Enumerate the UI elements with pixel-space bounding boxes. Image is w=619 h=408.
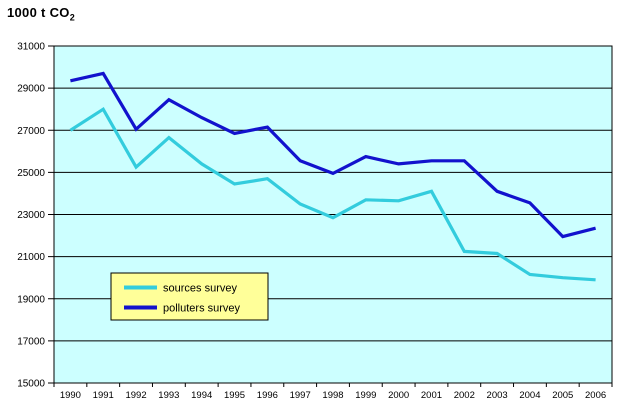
- series-line-polluters-survey: [70, 71, 596, 239]
- legend-item: sources survey: [124, 283, 237, 295]
- y-axis-label: 21000: [17, 252, 45, 263]
- x-axis-label: 1995: [224, 390, 245, 401]
- x-axis-label: 1997: [290, 390, 311, 401]
- x-axis-label: 2001: [421, 390, 442, 401]
- x-axis-label: 1990: [60, 390, 81, 401]
- y-axis-label: 19000: [17, 294, 45, 305]
- x-axis-label: 2003: [487, 390, 508, 401]
- series-line-sources-survey: [69, 106, 596, 282]
- x-axis-label: 2000: [388, 390, 409, 401]
- x-axis-label: 2005: [552, 390, 573, 401]
- x-axis-label: 1991: [93, 390, 114, 401]
- y-axis-label: 29000: [17, 84, 45, 95]
- legend: sources survey polluters survey: [110, 272, 269, 321]
- x-axis-label: 1993: [158, 390, 179, 401]
- legend-box: [110, 272, 269, 321]
- x-axis-label: 1994: [191, 390, 212, 401]
- y-axis-label: 31000: [17, 42, 45, 53]
- legend-item: polluters survey: [124, 303, 241, 315]
- y-axis-label: 25000: [17, 168, 45, 179]
- legend-label: sources survey: [163, 283, 237, 295]
- y-axis-label: 15000: [17, 379, 45, 390]
- y-axis-label: 23000: [17, 210, 45, 221]
- x-axis-label: 1998: [322, 390, 343, 401]
- x-axis-label: 2006: [585, 390, 606, 401]
- x-axis-label: 1999: [355, 390, 376, 401]
- chart-title-main: 1000 t CO: [7, 5, 70, 20]
- y-axis: 15000 17000 19000 21000 23000 25000 27000 29000…: [17, 42, 54, 390]
- x-axis-label: 2002: [454, 390, 475, 401]
- gridlines: [54, 87, 612, 342]
- legend-label: polluters survey: [163, 303, 241, 315]
- y-axis-label: 17000: [17, 336, 45, 347]
- x-axis: 1990 1991 1992 1993 1994 1995 1996 1997 1998 1999…: [53, 383, 613, 401]
- chart-title-subscript: 2: [69, 12, 75, 23]
- x-axis-label: 2004: [519, 390, 540, 401]
- x-axis-label: 1992: [125, 390, 146, 401]
- x-axis-label: 1996: [257, 390, 278, 401]
- chart-title: 1000 t CO2: [7, 5, 75, 23]
- y-axis-label: 27000: [17, 126, 45, 137]
